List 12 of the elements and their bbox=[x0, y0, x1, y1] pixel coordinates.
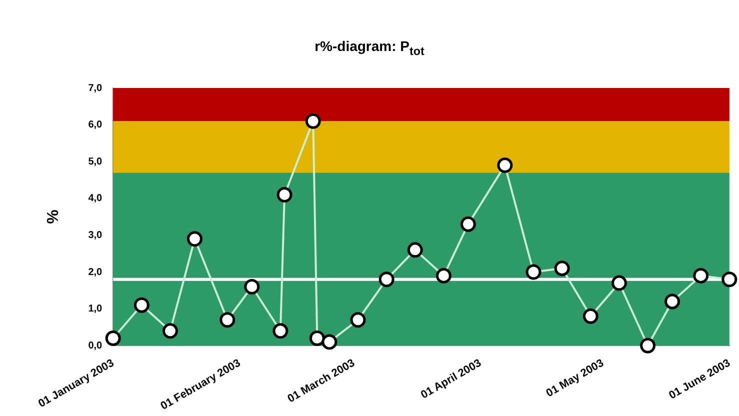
y-tick-label: 1,0 bbox=[88, 304, 103, 315]
y-tick-label: 0,0 bbox=[88, 340, 103, 352]
y-tick-label: 3,0 bbox=[88, 230, 103, 241]
x-tick-label: 01 May 2003 bbox=[544, 357, 606, 400]
y-tick-label: 6,0 bbox=[88, 120, 103, 131]
y-axis-title: % bbox=[45, 210, 62, 224]
y-tick-label: 4,0 bbox=[88, 193, 103, 204]
y-tick-label: 7,0 bbox=[88, 82, 103, 94]
chart-title: r%-diagram: P$_{tot}$ bbox=[314, 38, 426, 58]
x-tick-label: 01 June 2003 bbox=[667, 357, 732, 402]
y-tick-label: 5,0 bbox=[88, 156, 103, 168]
y-tick-label: 2,0 bbox=[88, 266, 103, 278]
